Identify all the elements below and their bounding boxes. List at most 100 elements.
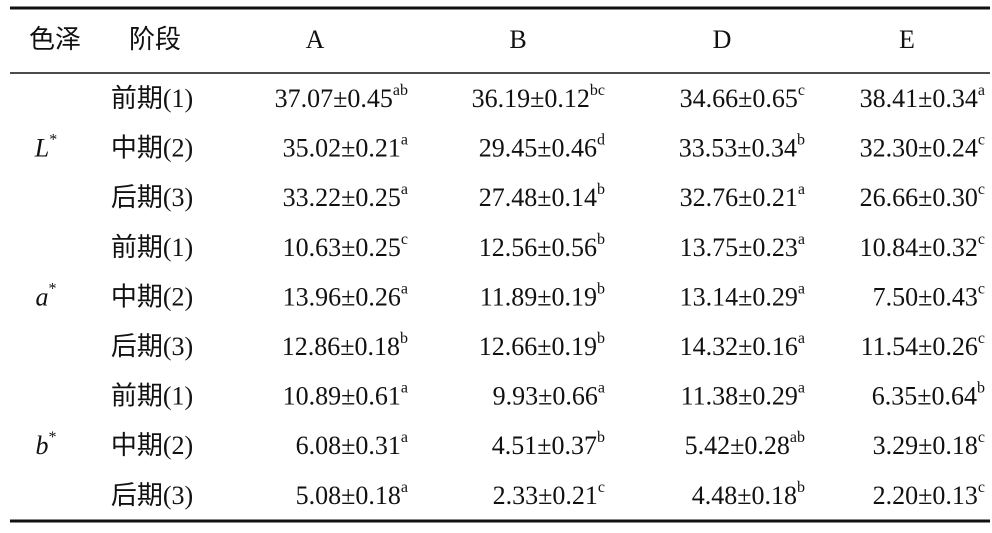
value: 6.35±0.64 xyxy=(872,382,977,411)
group-letter: L xyxy=(34,134,49,163)
value: 38.41±0.34 xyxy=(860,84,978,113)
value-cell: 2.20±0.13c xyxy=(873,478,985,509)
value-cell: 10.89±0.61a xyxy=(283,379,408,410)
significance-letter: a xyxy=(798,379,805,396)
value-cell: 34.66±0.65c xyxy=(680,82,805,113)
value-cell: 9.93±0.66a xyxy=(493,379,605,410)
value: 32.30±0.24 xyxy=(860,134,978,163)
significance-letter: a xyxy=(401,429,408,446)
group-sup: * xyxy=(49,131,57,148)
value: 35.02±0.21 xyxy=(283,134,401,163)
value: 26.66±0.30 xyxy=(860,183,978,212)
value: 5.08±0.18 xyxy=(296,481,401,510)
group-letter: b xyxy=(36,431,49,460)
value: 7.50±0.43 xyxy=(873,282,978,311)
group-letter: a xyxy=(36,282,49,311)
value-cell: 5.08±0.18a xyxy=(296,478,408,509)
stage-cell: 前期(1) xyxy=(111,84,193,113)
value-cell: 6.08±0.31a xyxy=(296,429,408,460)
significance-letter: c xyxy=(978,181,985,198)
stage-cell: 前期(1) xyxy=(111,233,193,262)
value: 33.53±0.34 xyxy=(679,134,797,163)
value: 13.14±0.29 xyxy=(680,282,798,311)
significance-letter: a xyxy=(798,181,805,198)
group-label: a* xyxy=(36,280,57,311)
significance-letter: a xyxy=(598,379,605,396)
value: 12.86±0.18 xyxy=(282,332,400,361)
header-cell: A xyxy=(306,25,325,54)
value-cell: 36.19±0.12bc xyxy=(472,82,605,113)
significance-letter: a xyxy=(978,82,985,99)
header-cell: D xyxy=(713,25,732,54)
significance-letter: a xyxy=(798,330,805,347)
significance-letter: c xyxy=(401,230,408,247)
value-cell: 32.76±0.21a xyxy=(680,181,805,212)
stage-cell: 后期(3) xyxy=(111,481,193,510)
significance-letter: b xyxy=(597,330,605,347)
value-cell: 13.14±0.29a xyxy=(680,280,805,311)
value: 2.33±0.21 xyxy=(493,481,598,510)
stage-cell: 后期(3) xyxy=(111,183,193,212)
value-cell: 12.86±0.18b xyxy=(282,330,408,361)
value-cell: 13.96±0.26a xyxy=(283,280,408,311)
significance-letter: a xyxy=(798,280,805,297)
significance-letter: bc xyxy=(590,82,605,99)
header-cell: E xyxy=(899,25,915,54)
stage-cell: 中期(2) xyxy=(111,134,193,163)
value-cell: 11.54±0.26c xyxy=(861,330,985,361)
value-cell: 29.45±0.46d xyxy=(479,131,605,162)
value: 10.84±0.32 xyxy=(860,233,978,262)
header-cell: 色泽 xyxy=(29,25,81,54)
value: 37.07±0.45 xyxy=(275,84,393,113)
value: 29.45±0.46 xyxy=(479,134,597,163)
value-cell: 38.41±0.34a xyxy=(860,82,985,113)
value: 27.48±0.14 xyxy=(479,183,597,212)
value-cell: 37.07±0.45ab xyxy=(275,82,408,113)
value-cell: 10.84±0.32c xyxy=(860,230,985,261)
significance-letter: b xyxy=(597,429,605,446)
significance-letter: a xyxy=(401,131,408,148)
value-cell: 12.66±0.19b xyxy=(479,330,605,361)
significance-letter: c xyxy=(798,82,805,99)
value: 13.96±0.26 xyxy=(283,282,401,311)
significance-letter: c xyxy=(978,280,985,297)
significance-letter: d xyxy=(597,131,605,148)
significance-letter: b xyxy=(597,280,605,297)
significance-letter: b xyxy=(797,131,805,148)
value: 13.75±0.23 xyxy=(680,233,798,262)
header-cell: 阶段 xyxy=(129,25,181,54)
header-cell: B xyxy=(509,25,526,54)
value-cell: 32.30±0.24c xyxy=(860,131,985,162)
value: 11.89±0.19 xyxy=(480,282,597,311)
significance-letter: c xyxy=(978,478,985,495)
value-cell: 33.22±0.25a xyxy=(283,181,408,212)
value-cell: 5.42±0.28ab xyxy=(685,429,805,460)
significance-letter: c xyxy=(978,131,985,148)
stage-cell: 前期(1) xyxy=(111,382,193,411)
significance-letter: c xyxy=(598,478,605,495)
stage-cell: 中期(2) xyxy=(111,431,193,460)
value-cell: 11.89±0.19b xyxy=(480,280,605,311)
significance-letter: ab xyxy=(790,429,805,446)
value: 11.54±0.26 xyxy=(861,332,978,361)
value: 14.32±0.16 xyxy=(680,332,798,361)
significance-letter: b xyxy=(400,330,408,347)
value: 6.08±0.31 xyxy=(296,431,401,460)
group-label: L* xyxy=(34,131,57,162)
value-cell: 4.48±0.18b xyxy=(692,478,805,509)
value: 34.66±0.65 xyxy=(680,84,798,113)
value-cell: 27.48±0.14b xyxy=(479,181,605,212)
value: 36.19±0.12 xyxy=(472,84,590,113)
significance-letter: a xyxy=(401,478,408,495)
value: 10.63±0.25 xyxy=(283,233,401,262)
stage-cell: 中期(2) xyxy=(111,282,193,311)
value: 4.51±0.37 xyxy=(492,431,597,460)
value: 32.76±0.21 xyxy=(680,183,798,212)
significance-letter: a xyxy=(401,280,408,297)
value-cell: 2.33±0.21c xyxy=(493,478,605,509)
value-cell: 3.29±0.18c xyxy=(873,429,985,460)
value-cell: 10.63±0.25c xyxy=(283,230,408,261)
significance-letter: a xyxy=(401,379,408,396)
value: 9.93±0.66 xyxy=(493,382,598,411)
value: 2.20±0.13 xyxy=(873,481,978,510)
